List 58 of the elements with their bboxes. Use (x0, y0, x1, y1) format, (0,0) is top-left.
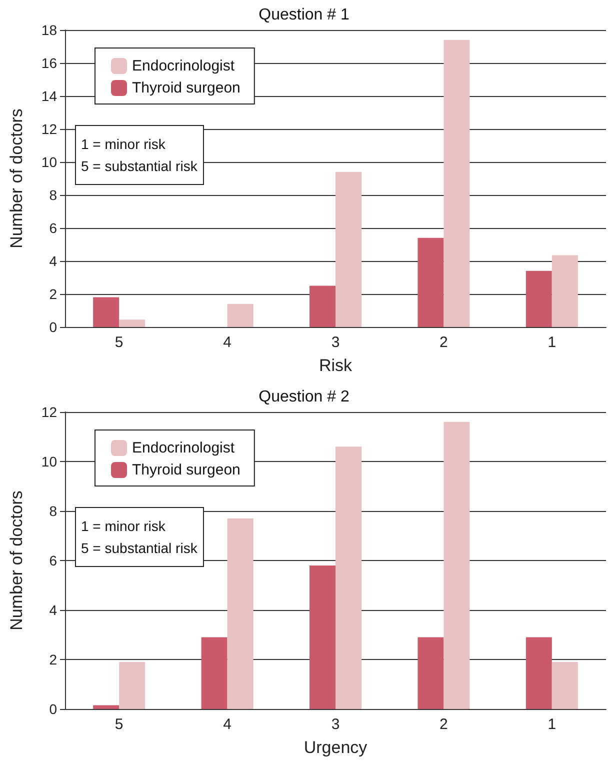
y-axis-title: Number of doctors (7, 490, 26, 630)
bar (310, 565, 336, 709)
x-tick-label: 4 (223, 716, 232, 733)
bar (119, 320, 146, 327)
x-tick-label: 2 (440, 716, 448, 733)
y-tick-label: 18 (41, 22, 58, 38)
x-tick-label: 4 (223, 334, 232, 351)
bar (119, 662, 146, 709)
bar (93, 705, 120, 709)
bar (526, 637, 552, 709)
y-tick-label: 2 (49, 286, 58, 302)
y-tick-label: 6 (49, 552, 58, 568)
y-tick-label: 4 (49, 602, 58, 618)
y-tick-label: 14 (41, 88, 58, 104)
y-tick-label: 0 (49, 701, 58, 717)
x-tick-label: 3 (331, 716, 340, 733)
x-axis-title: Urgency (304, 738, 368, 757)
bar (336, 172, 362, 327)
y-axis-title: Number of doctors (7, 108, 26, 248)
legend-label: Endocrinologist (132, 440, 236, 456)
x-axis-title: Risk (318, 356, 353, 375)
y-tick-label: 8 (49, 503, 58, 519)
bar (310, 286, 336, 327)
y-tick-label: 12 (41, 121, 58, 137)
bar (526, 270, 552, 327)
bar (201, 637, 228, 709)
annotation: 1 = minor risk 5 = substantial risk (81, 136, 198, 174)
y-tick-label: 8 (49, 187, 58, 203)
y-tick-label: 2 (49, 652, 58, 668)
x-tick-label: 1 (548, 334, 556, 351)
x-tick-label: 5 (114, 716, 124, 733)
bar (444, 40, 470, 327)
y-tick-label: 4 (49, 253, 58, 269)
y-tick-label: 6 (49, 220, 58, 236)
bar (227, 518, 254, 709)
legend-label: Thyroid surgeon (132, 462, 240, 478)
y-tick-label: 10 (41, 454, 58, 470)
bar (93, 297, 120, 327)
y-tick-label: 10 (41, 154, 58, 170)
legend-label: Endocrinologist (132, 58, 236, 74)
x-tick-label: 3 (331, 334, 340, 351)
y-tick-label: 0 (49, 319, 58, 335)
bar (552, 255, 578, 327)
legend-label: Thyroid surgeon (132, 80, 240, 96)
bar (336, 446, 362, 709)
y-tick-label: 12 (41, 404, 58, 420)
bar (418, 238, 444, 327)
bar (227, 304, 254, 327)
y-tick-label: 16 (41, 55, 58, 71)
bar (444, 422, 470, 709)
x-tick-label: 1 (548, 716, 556, 733)
x-tick-label: 5 (114, 334, 124, 351)
chart-title: Question # 1 (258, 6, 350, 24)
x-tick-label: 2 (440, 334, 448, 351)
bar (418, 637, 444, 709)
chart-title: Question # 2 (258, 388, 350, 406)
annotation: 1 = minor risk 5 = substantial risk (81, 518, 198, 556)
bar (552, 662, 578, 709)
